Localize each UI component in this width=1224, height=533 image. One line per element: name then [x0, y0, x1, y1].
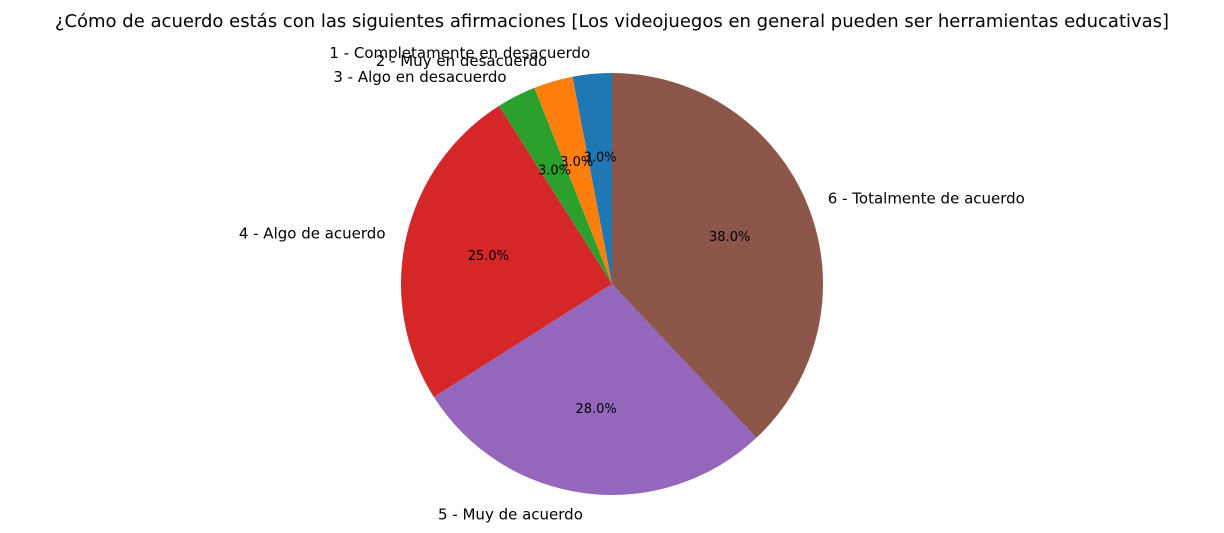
pct-label-1-completamente-en-desacuerdo: 3.0% — [584, 151, 617, 166]
slice-label-3-algo-en-desacuerdo: 3 - Algo en desacuerdo — [333, 68, 506, 86]
slice-label-4-algo-de-acuerdo: 4 - Algo de acuerdo — [239, 224, 386, 242]
pct-label-3-algo-en-desacuerdo: 3.0% — [538, 164, 571, 179]
pie-slices — [401, 73, 823, 495]
slice-label-1-completamente-en-desacuerdo: 1 - Completamente en desacuerdo — [329, 44, 590, 62]
pie-slice-5-muy-de-acuerdo — [433, 284, 757, 495]
slice-label-2-muy-en-desacuerdo: 2 - Muy en desacuerdo — [376, 52, 547, 70]
percent-labels: 3.0%3.0%3.0%25.0%28.0%38.0% — [468, 151, 751, 418]
pie-slice-2-muy-en-desacuerdo — [534, 76, 612, 285]
pie-slice-6-totalmente-de-acuerdo — [612, 73, 823, 438]
pct-label-2-muy-en-desacuerdo: 3.0% — [560, 155, 593, 170]
slice-label-5-muy-de-acuerdo: 5 - Muy de acuerdo — [438, 505, 583, 523]
pie-slice-1-completamente-en-desacuerdo — [572, 73, 612, 284]
pie-slice-4-algo-de-acuerdo — [401, 105, 612, 398]
pct-label-5-muy-de-acuerdo: 28.0% — [575, 402, 616, 417]
chart-title: ¿Cómo de acuerdo estás con las siguiente… — [55, 11, 1169, 32]
pct-label-4-algo-de-acuerdo: 25.0% — [468, 249, 509, 264]
slice-label-6-totalmente-de-acuerdo: 6 - Totalmente de acuerdo — [828, 190, 1025, 208]
pct-label-6-totalmente-de-acuerdo: 38.0% — [709, 230, 750, 245]
pie-slice-3-algo-en-desacuerdo — [498, 87, 612, 284]
